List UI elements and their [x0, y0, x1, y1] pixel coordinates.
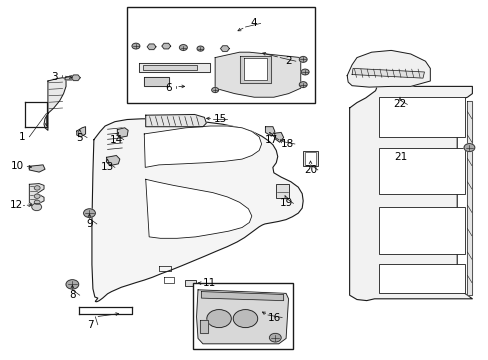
Polygon shape: [274, 132, 283, 142]
Bar: [378, 264, 464, 293]
Text: 3: 3: [51, 72, 58, 82]
Bar: [378, 148, 464, 194]
Polygon shape: [106, 156, 120, 166]
Text: 2: 2: [285, 56, 291, 66]
Circle shape: [206, 310, 231, 328]
Text: 7: 7: [87, 320, 94, 330]
Circle shape: [211, 87, 218, 93]
Polygon shape: [145, 179, 251, 238]
Bar: [304, 152, 316, 165]
Circle shape: [197, 46, 203, 51]
Text: 13: 13: [101, 162, 114, 172]
Polygon shape: [139, 63, 210, 72]
Text: 20: 20: [304, 165, 316, 175]
Polygon shape: [77, 127, 85, 137]
Bar: [184, 280, 195, 286]
Bar: [303, 151, 317, 166]
Bar: [127, 7, 315, 103]
Circle shape: [463, 144, 474, 152]
Polygon shape: [215, 52, 300, 97]
Text: 21: 21: [393, 152, 407, 162]
Circle shape: [269, 333, 281, 342]
Polygon shape: [201, 292, 283, 301]
Bar: [378, 207, 464, 254]
Polygon shape: [71, 75, 80, 81]
Polygon shape: [162, 43, 170, 49]
Polygon shape: [199, 320, 207, 333]
Text: 11: 11: [202, 278, 216, 288]
Text: 12: 12: [9, 200, 23, 210]
Circle shape: [299, 57, 306, 62]
Polygon shape: [144, 77, 168, 86]
Bar: [193, 283, 293, 349]
Circle shape: [301, 69, 308, 75]
Text: 10: 10: [11, 161, 23, 171]
Text: 1: 1: [19, 132, 25, 142]
Polygon shape: [244, 58, 266, 80]
Polygon shape: [265, 127, 274, 136]
Circle shape: [32, 203, 41, 211]
Circle shape: [179, 45, 187, 50]
Circle shape: [34, 186, 40, 190]
Text: 19: 19: [279, 198, 292, 208]
Circle shape: [34, 200, 40, 204]
Polygon shape: [147, 44, 156, 50]
Text: 22: 22: [392, 99, 406, 109]
Text: 18: 18: [280, 139, 294, 149]
Polygon shape: [351, 68, 424, 78]
Circle shape: [299, 82, 306, 87]
Polygon shape: [466, 101, 471, 295]
Circle shape: [66, 280, 79, 289]
Polygon shape: [196, 290, 288, 344]
Bar: [276, 184, 288, 198]
Circle shape: [132, 43, 140, 49]
Polygon shape: [346, 50, 429, 87]
Polygon shape: [239, 56, 271, 83]
Text: 16: 16: [267, 312, 281, 323]
Polygon shape: [92, 119, 303, 302]
Bar: [378, 97, 464, 137]
Text: 8: 8: [69, 290, 76, 300]
Polygon shape: [145, 114, 206, 127]
Circle shape: [83, 209, 95, 217]
Polygon shape: [29, 165, 45, 172]
Text: 15: 15: [213, 114, 226, 124]
Polygon shape: [220, 46, 229, 51]
Text: 6: 6: [165, 83, 172, 93]
Polygon shape: [29, 184, 44, 205]
Bar: [142, 65, 196, 70]
Polygon shape: [65, 76, 74, 80]
Polygon shape: [144, 126, 261, 167]
Text: 14: 14: [109, 135, 123, 145]
Circle shape: [233, 310, 257, 328]
Text: 9: 9: [86, 219, 93, 229]
Polygon shape: [349, 86, 471, 301]
Text: 5: 5: [76, 132, 83, 143]
Polygon shape: [117, 128, 128, 138]
Text: 4: 4: [249, 18, 256, 28]
Circle shape: [34, 194, 40, 198]
Text: 17: 17: [264, 135, 278, 145]
Polygon shape: [44, 78, 66, 130]
